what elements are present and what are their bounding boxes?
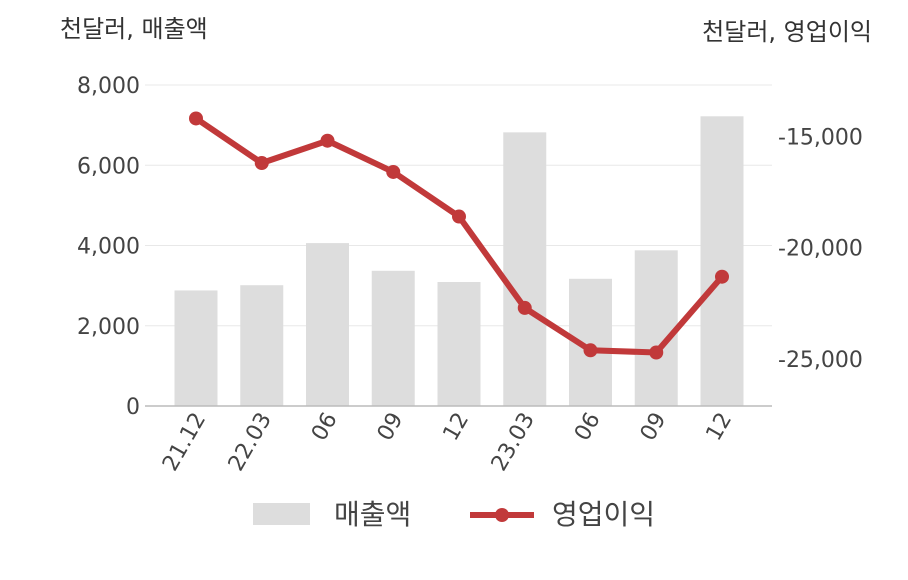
x-axis-tick-label: 23.03 xyxy=(487,409,540,476)
right-axis-ticks: -15,000 -20,000 -25,000 xyxy=(778,125,863,373)
operating-profit-point xyxy=(452,209,466,224)
x-axis-tick-label: 06 xyxy=(307,409,343,446)
operating-profit-point xyxy=(715,269,729,284)
right-axis-tick-label: -20,000 xyxy=(778,237,863,262)
legend-label-operating-profit: 영업이익 xyxy=(552,498,655,531)
left-axis-tick-label: 6,000 xyxy=(77,154,140,179)
operating-profit-point xyxy=(517,300,532,315)
x-axis-tick-label: 22.03 xyxy=(224,409,277,476)
right-axis-tick-label: -25,000 xyxy=(778,348,863,373)
x-axis-tick-label: 09 xyxy=(373,409,409,446)
right-axis-unit-label: 천달러, 영업이익 xyxy=(702,18,872,46)
operating-profit-point xyxy=(254,156,269,171)
legend-label-revenue: 매출액 xyxy=(334,498,411,531)
x-axis-tick-label: 21.12 xyxy=(158,409,211,476)
right-axis-tick-label: -15,000 xyxy=(778,125,863,150)
legend-swatch-revenue xyxy=(253,503,310,525)
left-axis-ticks: 0 2,000 4,000 6,000 8,000 xyxy=(77,74,140,420)
revenue-bar xyxy=(503,132,547,406)
x-axis-tick-label: 12 xyxy=(439,409,475,446)
left-axis-tick-label: 4,000 xyxy=(77,235,140,260)
x-axis-ticks: 21.12 22.03 06 09 12 23.03 06 09 12 xyxy=(158,409,737,476)
operating-profit-point xyxy=(189,111,203,126)
operating-profit-point xyxy=(649,345,664,360)
revenue-bar xyxy=(700,116,744,407)
x-axis-tick-label: 06 xyxy=(570,409,606,446)
x-axis-tick-label: 09 xyxy=(636,409,672,446)
operating-profit-point xyxy=(386,164,401,179)
revenue-bar xyxy=(634,250,678,406)
x-axis-tick-label: 12 xyxy=(702,409,738,446)
revenue-bar xyxy=(306,243,349,406)
left-axis-unit-label: 천달러, 매출액 xyxy=(60,15,208,43)
left-axis-tick-label: 2,000 xyxy=(77,315,140,340)
legend-swatch-operating-profit-marker xyxy=(495,508,509,522)
operating-profit-point xyxy=(320,133,335,148)
operating-profit-line xyxy=(189,111,729,360)
revenue-bar xyxy=(437,282,481,406)
revenue-bars xyxy=(174,116,744,407)
legend: 매출액 영업이익 xyxy=(253,498,655,531)
left-axis-tick-label: 8,000 xyxy=(77,74,140,99)
revenue-bar xyxy=(371,270,415,406)
revenue-bar xyxy=(174,290,218,406)
operating-profit-point xyxy=(583,343,598,358)
revenue-bar xyxy=(240,285,284,406)
left-axis-tick-label: 0 xyxy=(126,395,140,420)
